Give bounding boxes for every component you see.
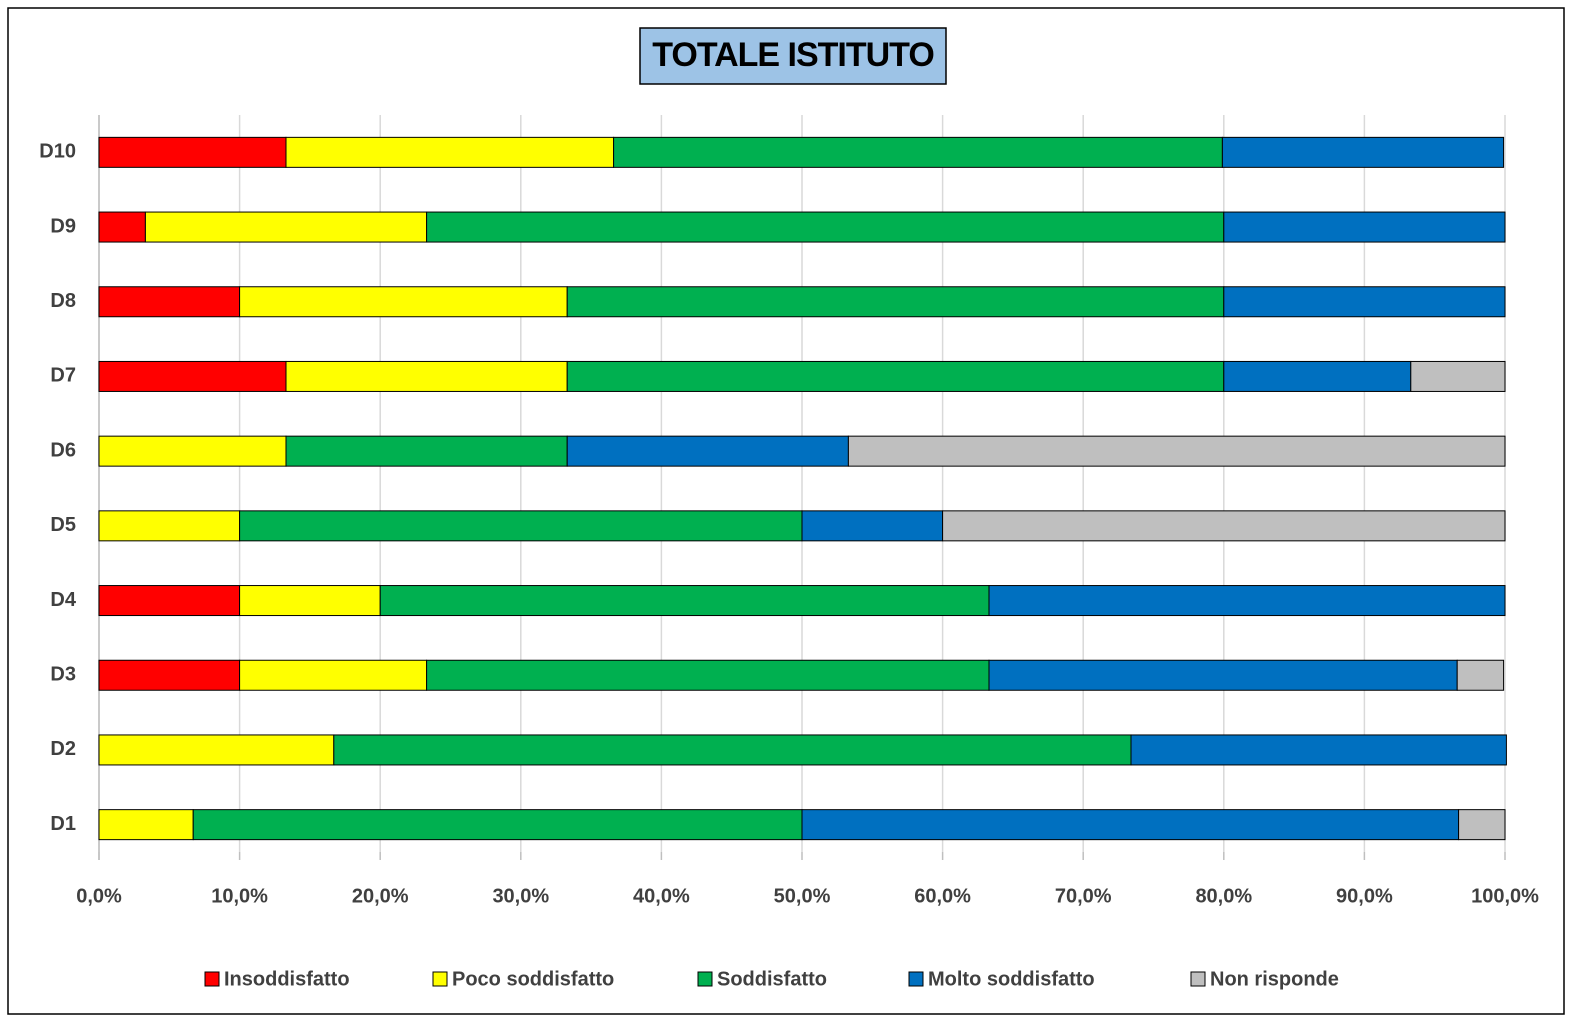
legend-swatch	[432, 971, 448, 987]
bar-segment	[98, 136, 287, 168]
bar-segment	[1223, 360, 1412, 392]
legend-swatch	[908, 971, 924, 987]
bar-segment	[98, 360, 287, 392]
bar-segment	[566, 360, 1225, 392]
bar-segment	[98, 435, 287, 467]
legend-swatch	[1190, 971, 1206, 987]
y-tick-label: D7	[50, 365, 76, 387]
x-tick-label: 50,0%	[774, 885, 831, 907]
y-tick-label: D9	[50, 215, 76, 237]
legend-label: Molto soddisfatto	[928, 968, 1095, 990]
y-tick-label: D4	[50, 589, 76, 611]
bar-segment	[566, 286, 1225, 318]
legend-label: Poco soddisfatto	[452, 968, 614, 990]
x-tick-label: 10,0%	[211, 885, 268, 907]
bar-segment	[144, 211, 428, 243]
bar-segment	[98, 659, 241, 691]
bar-segment	[98, 734, 335, 766]
bar-segment	[613, 136, 1223, 168]
legend-label: Soddisfatto	[717, 968, 827, 990]
bar-segment	[379, 585, 990, 617]
bar-segment	[847, 435, 1506, 467]
bar-segment	[1223, 211, 1506, 243]
bar-segment	[1223, 286, 1506, 318]
x-tick-label: 70,0%	[1055, 885, 1112, 907]
bar-segment	[285, 360, 568, 392]
legend-label: Insoddisfatto	[224, 968, 350, 990]
bar-segment	[426, 659, 990, 691]
bar-segment	[1221, 136, 1505, 168]
bar-segment	[426, 211, 1225, 243]
y-tick-label: D5	[50, 514, 76, 536]
bar-segment	[942, 510, 1506, 542]
x-tick-label: 0,0%	[76, 885, 122, 907]
chart-title: TOTALE ISTITUTO	[652, 36, 934, 74]
bar-segment	[285, 435, 568, 467]
bar-segment	[239, 286, 568, 318]
bar-segment	[988, 659, 1458, 691]
bar-segment	[239, 510, 803, 542]
bar-segment	[98, 585, 241, 617]
bar-segment	[98, 211, 146, 243]
x-tick-label: 30,0%	[492, 885, 549, 907]
bar-segment	[801, 809, 1460, 841]
bar-segment	[988, 585, 1506, 617]
y-tick-label: D1	[50, 813, 76, 835]
y-tick-label: D2	[50, 738, 76, 760]
bar-segment	[1410, 360, 1506, 392]
bar-segment	[239, 585, 381, 617]
bar-segment	[1456, 659, 1505, 691]
bar-segment	[801, 510, 944, 542]
legend-label: Non risponde	[1210, 968, 1339, 990]
y-tick-label: D8	[50, 290, 76, 312]
x-tick-label: 40,0%	[633, 885, 690, 907]
bar-segment	[285, 136, 615, 168]
x-tick-label: 80,0%	[1195, 885, 1252, 907]
legend-swatch	[204, 971, 220, 987]
title-box	[639, 27, 947, 85]
x-tick-label: 100,0%	[1471, 885, 1539, 907]
y-tick-label: D10	[39, 141, 76, 163]
x-tick-label: 90,0%	[1336, 885, 1393, 907]
x-tick-label: 60,0%	[914, 885, 971, 907]
legend-swatch	[697, 971, 713, 987]
y-tick-label: D6	[50, 439, 76, 461]
bar-segment	[333, 734, 1132, 766]
bar-segment	[98, 510, 241, 542]
bar-segment	[98, 286, 241, 318]
bar-segment	[1130, 734, 1507, 766]
bar-segment	[239, 659, 428, 691]
y-tick-label: D3	[50, 664, 76, 686]
bar-segment	[98, 809, 194, 841]
x-tick-label: 20,0%	[352, 885, 409, 907]
bar-segment	[192, 809, 803, 841]
bar-segment	[1458, 809, 1506, 841]
bar-segment	[566, 435, 849, 467]
